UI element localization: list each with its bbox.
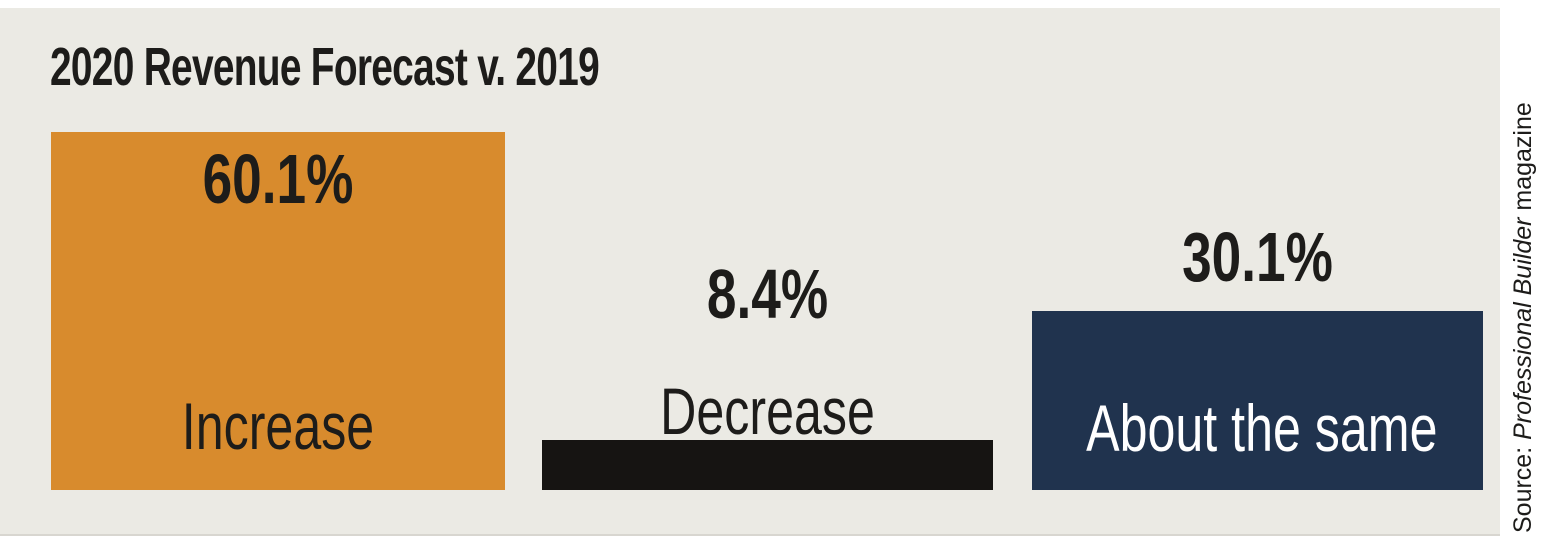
bar-increase <box>51 132 505 490</box>
bar-decrease <box>542 440 993 490</box>
bar-about-the-same <box>1032 311 1483 490</box>
source-suffix: magazine <box>1509 102 1537 218</box>
bar-group-about-the-same: 30.1% About the same <box>1032 0 1483 490</box>
bar-value-label-increase: 60.1% <box>202 140 354 218</box>
bar-group-decrease: 8.4% Decrease <box>542 0 993 490</box>
source-publication: Professional Builder <box>1509 217 1537 440</box>
bar-value-label-about-the-same: 30.1% <box>1182 218 1333 296</box>
chart-title: 2020 Revenue Forecast v. 2019 <box>50 37 600 97</box>
source-credit: Source: Professional Builder magazine <box>1508 102 1538 533</box>
source-prefix: Source: <box>1509 439 1537 533</box>
bar-category-label-about-the-same: About the same <box>1086 391 1438 465</box>
bar-category-label-decrease: Decrease <box>660 374 875 448</box>
bar-value-label-decrease: 8.4% <box>706 255 829 333</box>
bar-group-increase: 60.1% Increase <box>51 0 505 490</box>
bar-category-label-increase: Increase <box>181 389 375 463</box>
